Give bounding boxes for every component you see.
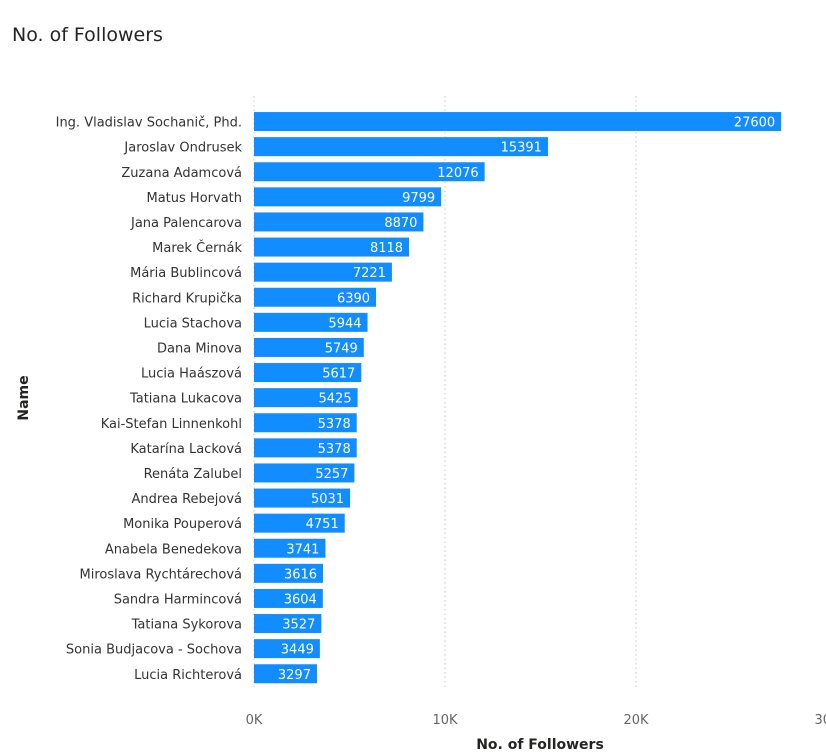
bar-value-label: 3449 (281, 643, 314, 658)
bar-value-label: 3297 (278, 668, 311, 683)
category-labels: Ing. Vladislav Sochanič, Phd. Jaroslav On… (56, 116, 243, 683)
bar[interactable] (254, 488, 351, 508)
bar-value-label: 15391 (501, 141, 542, 156)
bar-value-label: 5378 (318, 417, 351, 432)
category-label: Tatiana Lukacova (129, 392, 242, 407)
bar-value-label: 3741 (286, 542, 319, 557)
bar-value-label: 5378 (318, 442, 351, 457)
bar-value-label: 8118 (370, 241, 403, 256)
category-label: Richard Krupička (132, 291, 242, 306)
bar[interactable] (254, 337, 364, 357)
bar-value-label: 12076 (437, 166, 478, 181)
category-label: Sonia Budjacova - Sochova (66, 643, 242, 658)
bar-value-label: 5944 (328, 316, 361, 331)
category-label: Dana Minova (157, 341, 242, 356)
bar-value-label: 6390 (337, 291, 370, 306)
bar[interactable] (254, 664, 317, 684)
y-axis-title: Name (16, 375, 32, 420)
bar-value-label: 5749 (325, 341, 358, 356)
bar[interactable] (254, 463, 355, 483)
category-label: Miroslava Rychtárechová (79, 567, 242, 582)
category-label: Tatiana Sykorova (131, 618, 242, 633)
x-axis-ticks: 0K 10K 20K 30K (246, 713, 826, 728)
bar[interactable] (254, 162, 485, 182)
bar[interactable] (254, 538, 326, 558)
bar[interactable] (254, 112, 782, 132)
bar[interactable] (254, 312, 368, 332)
bar-value-label: 9799 (402, 191, 435, 206)
category-label: Andrea Rebejová (132, 492, 242, 507)
bar[interactable] (254, 262, 392, 282)
category-label: Jaroslav Ondrusek (123, 141, 242, 156)
category-label: Matus Horvath (147, 191, 243, 206)
bar[interactable] (254, 614, 322, 634)
category-label: Lucia Haászová (141, 367, 242, 382)
bar-value-label: 8870 (384, 216, 417, 231)
category-label: Renáta Zalubel (144, 467, 242, 482)
category-label: Kai-Stefan Linnenkohl (101, 417, 242, 432)
bar-value-label: 3527 (282, 618, 315, 633)
bar[interactable] (254, 413, 357, 433)
bar-value-label: 5617 (322, 367, 355, 382)
bar[interactable] (254, 388, 358, 408)
bar-value-label: 7221 (353, 266, 386, 281)
bar[interactable] (254, 438, 357, 458)
chart-title: No. of Followers (12, 24, 163, 46)
bar[interactable] (254, 287, 377, 307)
bar-value-label: 5257 (315, 467, 348, 482)
category-label: Anabela Benedekova (105, 542, 242, 557)
category-label: Ing. Vladislav Sochanič, Phd. (56, 116, 242, 131)
category-label: Lucia Stachova (144, 316, 242, 331)
bar[interactable] (254, 137, 548, 157)
category-label: Marek Černák (152, 240, 242, 256)
bar[interactable] (254, 237, 410, 257)
bar-value-label: 4751 (306, 517, 339, 532)
bar[interactable] (254, 187, 442, 207)
bar[interactable] (254, 212, 424, 232)
x-tick-label: 0K (246, 713, 263, 728)
category-label: Mária Bublincová (130, 266, 242, 281)
bar[interactable] (254, 513, 345, 533)
category-label: Katarína Lacková (130, 442, 242, 457)
bar-value-label: 5031 (311, 492, 344, 507)
bar[interactable] (254, 363, 362, 383)
category-label: Monika Pouperová (123, 517, 242, 532)
bar-value-label: 5425 (319, 392, 352, 407)
category-label: Lucia Richterová (134, 668, 242, 683)
category-label: Jana Palencarova (130, 216, 242, 231)
x-tick-label: 10K (432, 713, 458, 728)
x-axis-title: No. of Followers (476, 737, 604, 753)
bar-value-label: 27600 (734, 116, 775, 131)
category-label: Sandra Harmincová (114, 592, 242, 607)
bar-value-label: 3616 (284, 567, 317, 582)
category-label: Zuzana Adamcová (121, 166, 242, 181)
bar[interactable] (254, 563, 324, 583)
bar[interactable] (254, 639, 320, 659)
x-tick-label: 20K (623, 713, 649, 728)
x-tick-label: 30K (814, 713, 826, 728)
bar[interactable] (254, 588, 323, 608)
bar-value-label: 3604 (284, 592, 317, 607)
